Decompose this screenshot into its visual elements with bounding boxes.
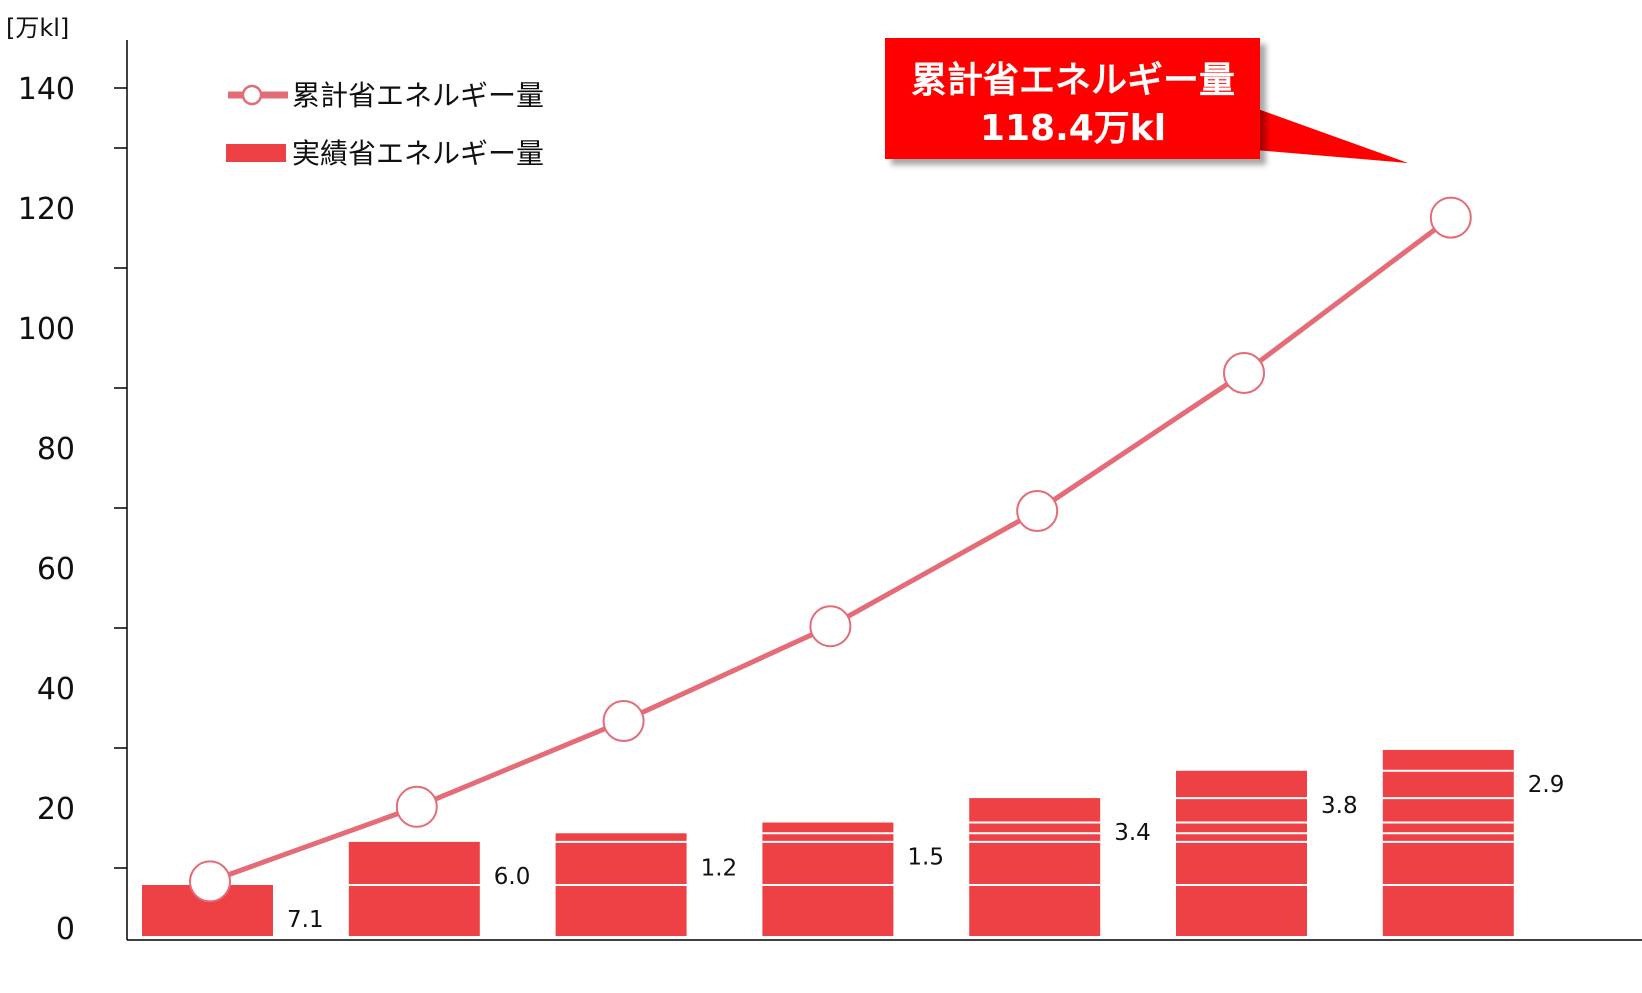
bar [1382, 749, 1514, 936]
bar-data-labels: 7.1 6.0 1.2 1.5 3.4 3.8 2.9 [287, 772, 1564, 933]
callout-value: 118.4万kl [980, 108, 1166, 149]
line-point-marker [189, 860, 231, 903]
y-tick-label: 60 [37, 552, 75, 587]
bar [555, 833, 687, 936]
bar [1176, 770, 1307, 936]
y-tick-label: 140 [18, 72, 75, 107]
total-callout: 累計省エネルギー量 118.4万kl [885, 38, 1408, 163]
legend-bar-swatch [226, 144, 286, 162]
bar [762, 822, 894, 936]
line-point-marker [395, 785, 438, 828]
legend-item-cumulative: 累計省エネルギー量 [228, 79, 544, 112]
legend-item-actual: 実績省エネルギー量 [226, 137, 544, 170]
bar-body [762, 822, 894, 936]
bar-body [1382, 749, 1514, 936]
y-tick-label: 80 [37, 432, 75, 467]
y-axis-ticks: 0 20 40 60 80 100 120 140 [18, 72, 127, 947]
line-point-marker [1223, 352, 1265, 394]
y-tick-label: 20 [37, 792, 75, 827]
bar [348, 841, 480, 936]
y-tick-label: 40 [37, 672, 75, 707]
bar [969, 798, 1101, 936]
y-tick-label: 100 [18, 312, 75, 347]
line-series [189, 196, 1472, 903]
legend-label-actual: 実績省エネルギー量 [292, 137, 544, 170]
chart-axes [126, 40, 1642, 941]
legend-label-cumulative: 累計省エネルギー量 [292, 79, 544, 112]
bar-data-label: 3.8 [1321, 793, 1358, 819]
line-point-marker [809, 605, 852, 648]
callout-box [885, 38, 1260, 159]
callout-title: 累計省エネルギー量 [911, 60, 1235, 101]
line-point-marker [1429, 196, 1472, 239]
y-tick-label: 120 [18, 192, 75, 227]
bar-data-label: 3.4 [1114, 820, 1151, 846]
legend-marker-swatch [241, 84, 263, 106]
bar-series [142, 749, 1514, 936]
callout-pointer [1255, 108, 1408, 163]
bar-data-label: 7.1 [287, 907, 324, 933]
bar-data-label: 6.0 [494, 864, 531, 890]
bar-data-label: 1.5 [907, 845, 944, 871]
y-tick-label: 0 [56, 912, 75, 947]
bar-data-label: 2.9 [1528, 772, 1565, 798]
bar-body [1176, 770, 1307, 936]
bar-body [969, 798, 1101, 936]
bar-data-label: 1.2 [701, 855, 738, 881]
line-point-marker [1016, 490, 1059, 532]
line-point-marker [602, 700, 645, 742]
legend: 累計省エネルギー量 実績省エネルギー量 [226, 79, 544, 170]
y-axis-unit-label: [万kl] [6, 14, 69, 42]
bar-body [348, 841, 480, 936]
